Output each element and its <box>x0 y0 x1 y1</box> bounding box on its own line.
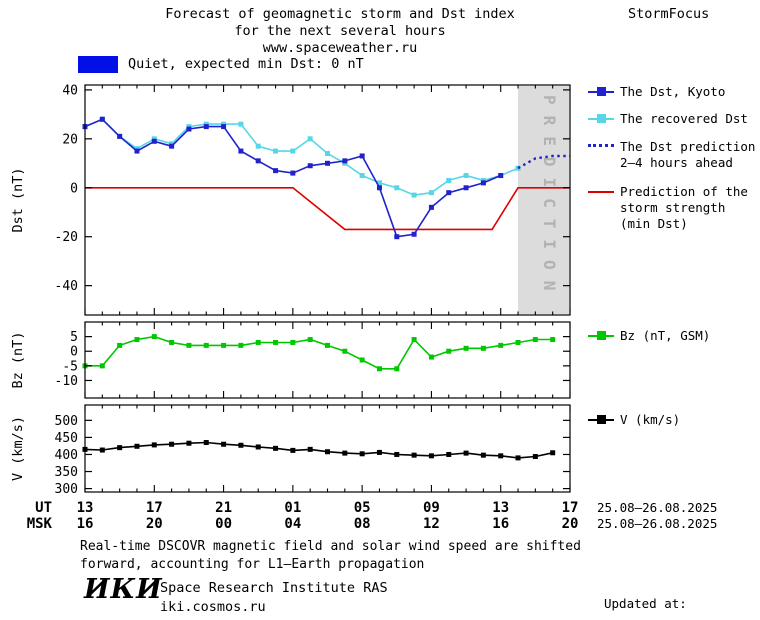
square-marker-icon <box>597 415 606 424</box>
svg-text:PREDICTION: PREDICTION <box>540 95 559 301</box>
legend-dst-prediction-label: The Dst prediction 2–4 hours ahead <box>620 139 755 171</box>
svg-text:16: 16 <box>77 516 94 532</box>
svg-text:17: 17 <box>562 500 579 516</box>
svg-text:16: 16 <box>492 516 509 532</box>
legend-recovered-dst-label: The recovered Dst <box>620 111 748 126</box>
legend-dst-prediction: The Dst prediction 2–4 hours ahead <box>588 139 755 171</box>
svg-text:20: 20 <box>62 132 78 147</box>
legend-text-line: Prediction of the <box>620 184 748 199</box>
line-swatch <box>588 191 614 193</box>
square-marker-icon <box>597 114 606 123</box>
svg-text:-5: -5 <box>62 359 78 374</box>
spaceweather-site-link[interactable]: www.spaceweather.ru <box>262 40 418 56</box>
svg-text:-40: -40 <box>55 279 78 294</box>
title-line-2: for the next several hours <box>234 23 446 39</box>
svg-text:13: 13 <box>77 500 94 516</box>
svg-text:0: 0 <box>70 345 78 360</box>
svg-text:UT: UT <box>35 500 52 516</box>
storm-status: Quiet, expected min Dst: 0 nT <box>78 55 364 73</box>
svg-text:350: 350 <box>55 465 78 480</box>
title-line-1: Forecast of geomagnetic storm and Dst in… <box>165 6 515 22</box>
svg-text:40: 40 <box>62 83 78 98</box>
svg-text:450: 450 <box>55 431 78 446</box>
storm-strength-marker-icon <box>588 186 614 198</box>
svg-text:01: 01 <box>284 500 301 516</box>
dotted-line-swatch <box>588 144 614 147</box>
svg-text:00: 00 <box>215 516 232 532</box>
dst-kyoto-marker-icon <box>588 86 614 98</box>
legend-text-line: storm strength <box>620 200 726 215</box>
legend-dst-kyoto-label: The Dst, Kyoto <box>620 84 726 99</box>
note-line-1: Real-time DSCOVR magnetic field and sola… <box>80 539 581 554</box>
svg-text:21: 21 <box>215 500 232 516</box>
legend-v-label: V (km/s) <box>620 412 681 427</box>
svg-text:25.08–26.08.2025: 25.08–26.08.2025 <box>597 516 717 531</box>
svg-text:05: 05 <box>354 500 371 516</box>
svg-text:Bz (nT): Bz (nT) <box>10 332 26 389</box>
svg-text:04: 04 <box>284 516 301 532</box>
legend-storm-strength: Prediction of the storm strength (min Ds… <box>588 184 748 232</box>
legend-text-line: (min Dst) <box>620 216 688 231</box>
svg-text:Dst (nT): Dst (nT) <box>10 167 26 232</box>
quiet-level-swatch <box>78 55 118 73</box>
institute-name: Space Research Institute RAS <box>160 580 388 596</box>
legend-storm-strength-label: Prediction of the storm strength (min Ds… <box>620 184 748 232</box>
svg-text:-10: -10 <box>55 374 78 389</box>
legend-text-line: 2–4 hours ahead <box>620 155 733 170</box>
brand-stormfocus: StormFocus <box>628 6 710 22</box>
dscovr-note: Real-time DSCOVR magnetic field and sola… <box>80 538 581 573</box>
recovered-dst-marker-icon <box>588 113 614 125</box>
svg-text:13: 13 <box>492 500 509 516</box>
svg-text:20: 20 <box>146 516 163 532</box>
iki-logo: ИКИ <box>84 574 163 605</box>
svg-text:-20: -20 <box>55 230 78 245</box>
svg-text:09: 09 <box>423 500 440 516</box>
legend-dst-kyoto: The Dst, Kyoto <box>588 84 725 100</box>
svg-text:08: 08 <box>354 516 371 532</box>
legend-recovered-dst: The recovered Dst <box>588 111 748 127</box>
updated-block: Updated at: UT 13:05, 26.08.2025 MSK 16:… <box>604 563 760 620</box>
legend-bz: Bz (nT, GSM) <box>588 328 710 344</box>
svg-text:400: 400 <box>55 448 78 463</box>
dst-prediction-marker-icon <box>588 141 614 153</box>
header-title: Forecast of geomagnetic storm and Dst in… <box>0 6 680 57</box>
legend-bz-label: Bz (nT, GSM) <box>620 328 711 343</box>
svg-text:20: 20 <box>562 516 579 532</box>
bz-marker-icon <box>588 330 614 342</box>
svg-text:12: 12 <box>423 516 440 532</box>
svg-text:17: 17 <box>146 500 163 516</box>
legend-v: V (km/s) <box>588 412 680 428</box>
svg-text:5: 5 <box>70 330 78 345</box>
svg-text:MSK: MSK <box>27 516 53 532</box>
square-marker-icon <box>597 331 606 340</box>
svg-text:300: 300 <box>55 482 78 497</box>
note-line-2: forward, accounting for L1–Earth propaga… <box>80 556 425 572</box>
svg-text:V (km/s): V (km/s) <box>10 416 26 481</box>
svg-text:0: 0 <box>70 181 78 196</box>
quiet-level-label: Quiet, expected min Dst: 0 nT <box>128 56 364 72</box>
svg-text:500: 500 <box>55 414 78 429</box>
updated-label: Updated at: <box>604 596 687 611</box>
svg-text:25.08–26.08.2025: 25.08–26.08.2025 <box>597 500 717 515</box>
square-marker-icon <box>597 87 606 96</box>
legend-text-line: The Dst prediction <box>620 139 756 154</box>
iki-site-link[interactable]: iki.cosmos.ru <box>160 599 266 615</box>
v-marker-icon <box>588 414 614 426</box>
